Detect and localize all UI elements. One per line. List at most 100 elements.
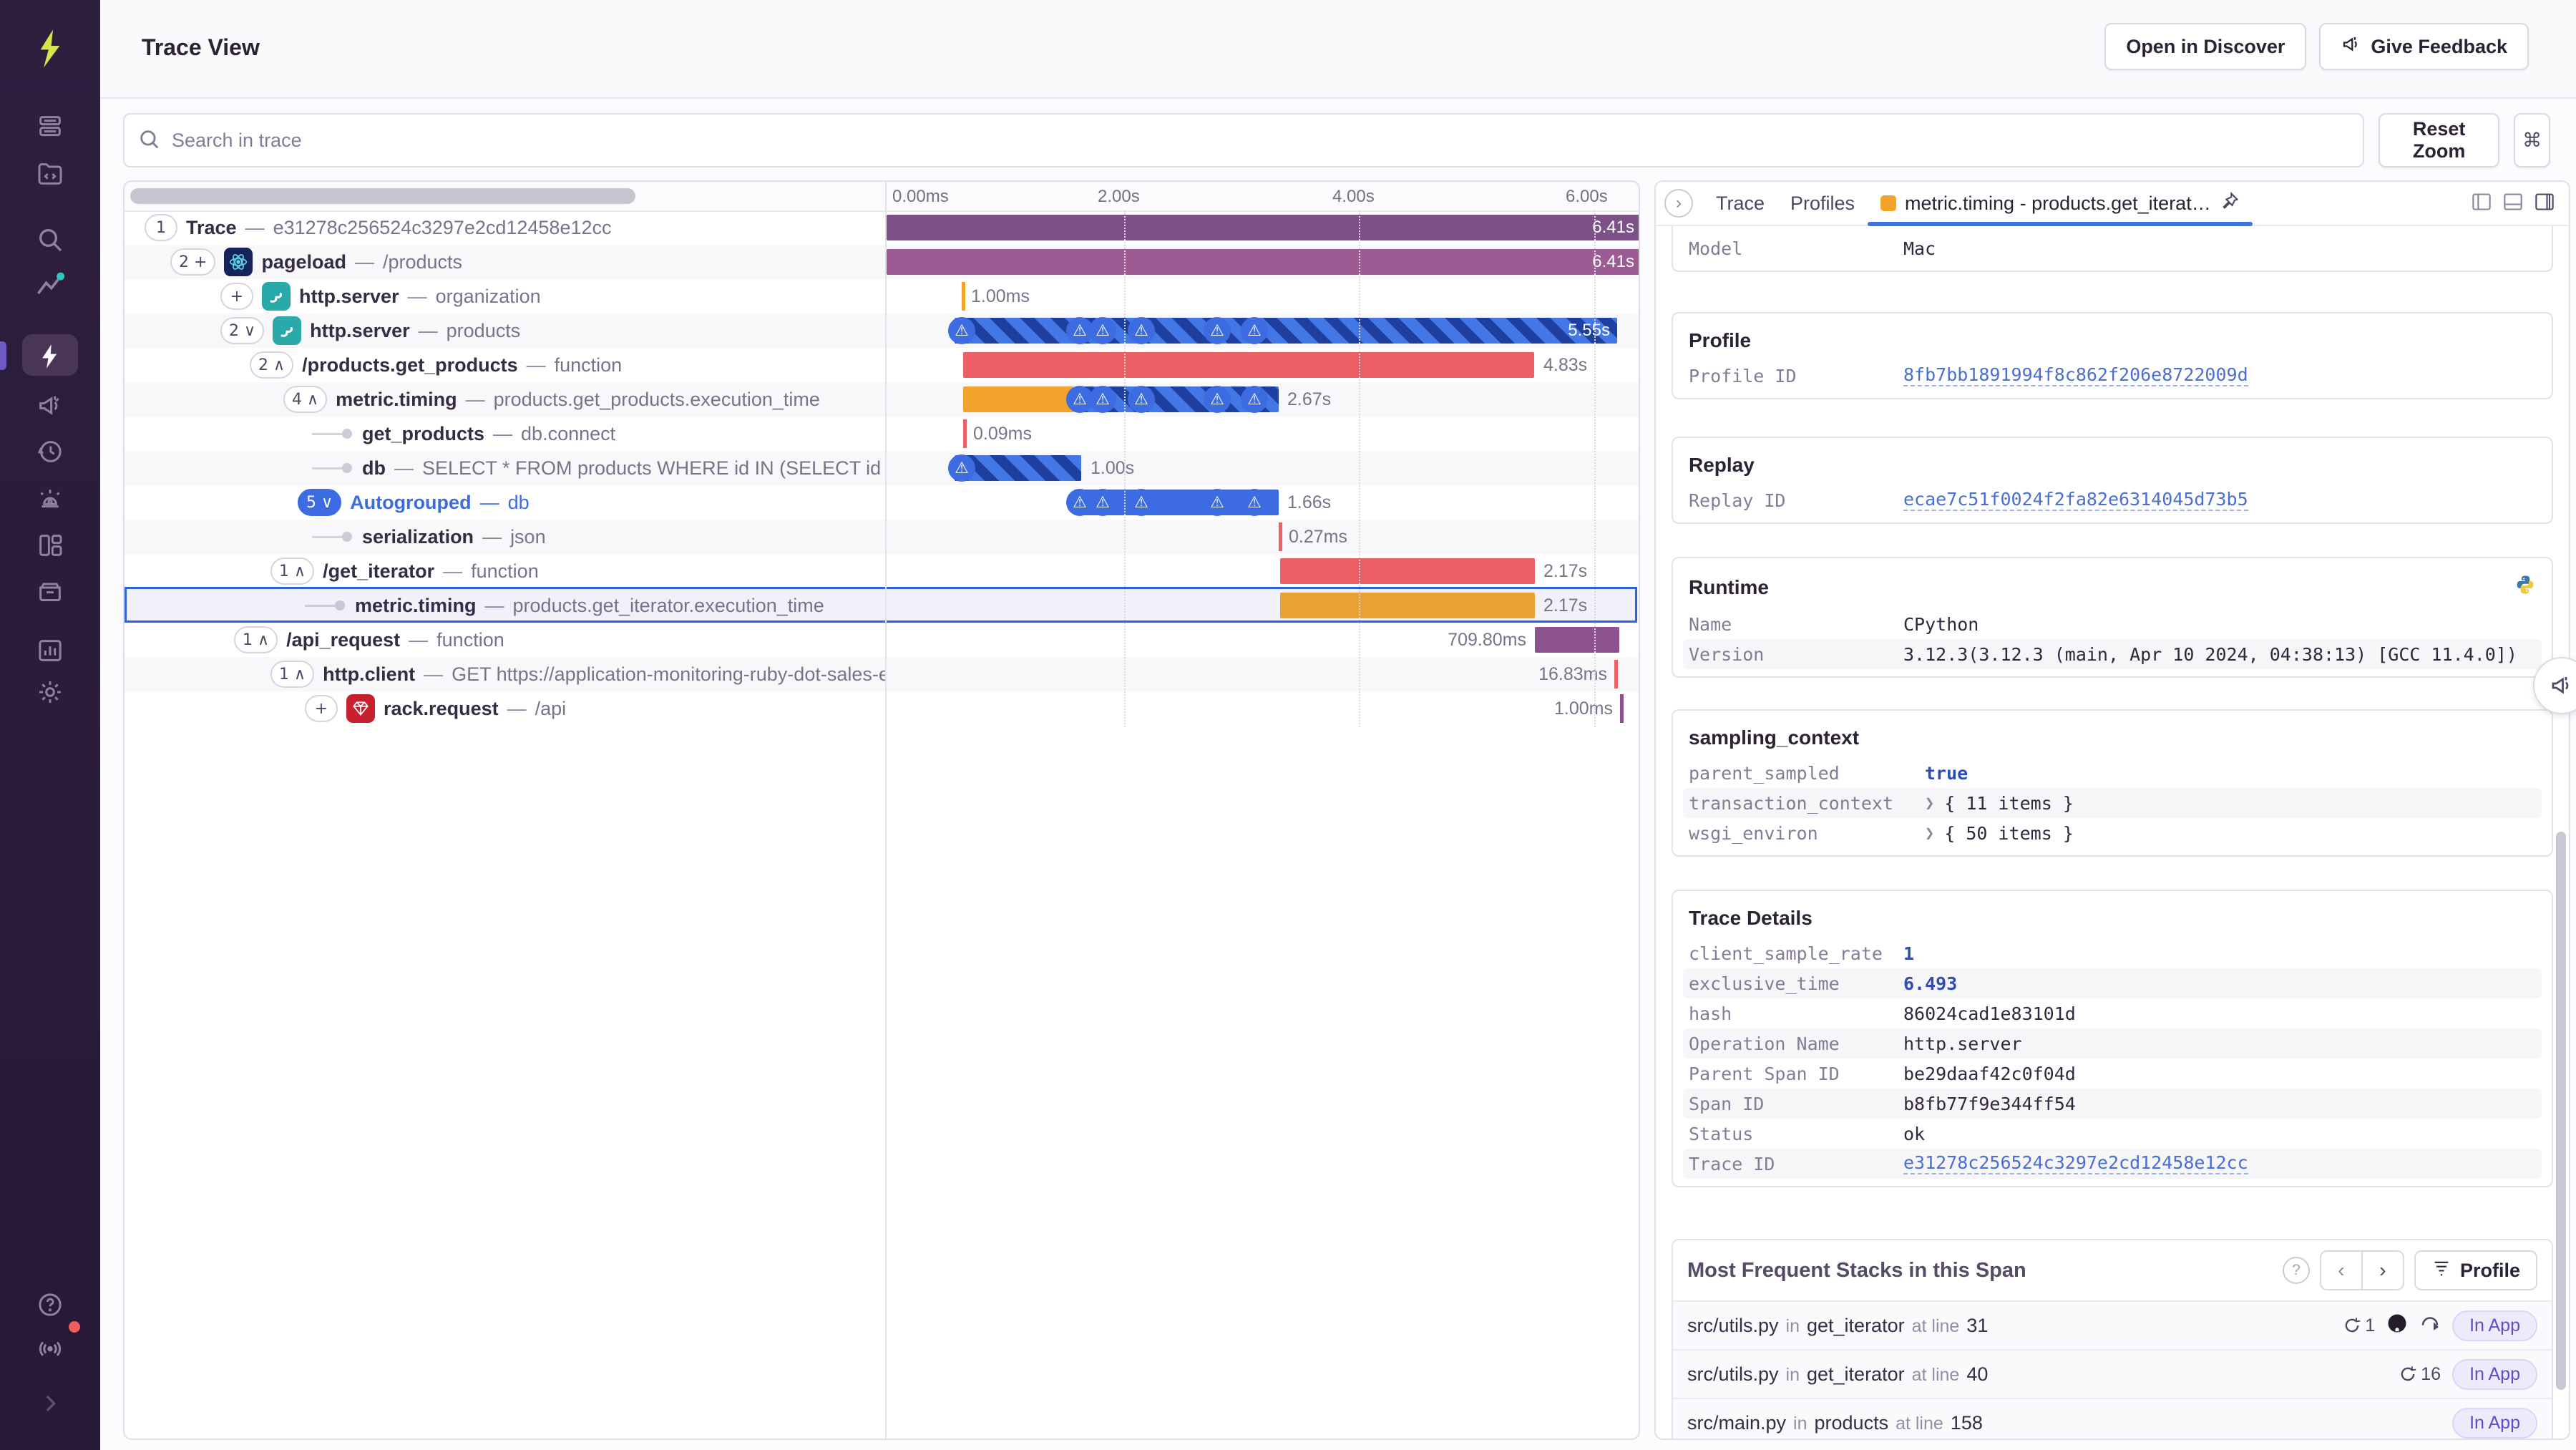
trace-id-link[interactable]: e31278c256524c3297e2cd12458e12cc <box>1903 1152 2248 1175</box>
span-row[interactable]: serialization — json 0.27ms <box>125 520 1639 554</box>
search-input[interactable] <box>123 113 2364 167</box>
expand-chip[interactable]: 2 ∨ <box>220 317 265 344</box>
open-in-discover-button[interactable]: Open in Discover <box>2104 23 2307 70</box>
prev-stack-button[interactable]: ‹ <box>2321 1252 2361 1289</box>
expandable-object[interactable]: ❯{ 11 items } <box>1925 792 2074 814</box>
warning-icon[interactable]: ⚠ <box>1128 386 1155 413</box>
help-icon[interactable]: ? <box>2282 1257 2310 1284</box>
expand-chip[interactable]: + <box>305 695 338 722</box>
span-tick[interactable] <box>962 282 965 311</box>
tab-profiles[interactable]: Profiles <box>1790 192 1855 214</box>
sidebar-item-dashboards[interactable] <box>0 523 100 568</box>
span-row[interactable]: + http.server — organization 1.00ms <box>125 279 1639 313</box>
expand-chip[interactable]: 1 ∧ <box>270 558 315 585</box>
span-bar[interactable] <box>963 386 1074 412</box>
span-row[interactable]: 2 ∧ /products.get_products — function 4.83… <box>125 348 1639 382</box>
expand-chip[interactable]: + <box>220 283 253 310</box>
in-app-badge[interactable]: In App <box>2452 1358 2537 1390</box>
span-tick[interactable] <box>1279 522 1282 551</box>
span-row-trace[interactable]: 1 Trace — e31278c256524c3297e2cd12458e12cc… <box>125 210 1639 245</box>
warning-icon[interactable]: ⚠ <box>1066 489 1093 516</box>
warning-icon[interactable]: ⚠ <box>1241 386 1268 413</box>
layout-left-icon[interactable] <box>2472 193 2492 215</box>
expand-chip[interactable]: 1 ∧ <box>234 626 278 653</box>
span-row-pageload[interactable]: 2 + pageload —/products 6.41s <box>125 245 1639 279</box>
next-stack-button[interactable]: › <box>2361 1252 2403 1289</box>
warning-icon[interactable]: ⚠ <box>1089 317 1116 344</box>
profile-id-link[interactable]: 8fb7bb1891994f8c862f206e8722009d <box>1903 364 2248 387</box>
sidebar-item-settings[interactable] <box>0 670 100 714</box>
span-bar[interactable] <box>1280 558 1535 584</box>
sidebar-item-session-history[interactable] <box>0 429 100 474</box>
floating-feedback-button[interactable] <box>2533 657 2576 714</box>
stack-frame-row[interactable]: src/utils.py in get_iterator at line 40 16 I… <box>1673 1349 2552 1398</box>
span-row[interactable]: 2 ∨ http.server — products 5.55s ⚠ ⚠ ⚠ ⚠ ⚠… <box>125 313 1639 348</box>
warning-icon[interactable]: ⚠ <box>1241 489 1268 516</box>
tab-pinned-span[interactable]: metric.timing - products.get_iterat… <box>1868 182 2253 226</box>
expand-chip[interactable]: 4 ∧ <box>283 386 328 413</box>
give-feedback-button[interactable]: Give Feedback <box>2319 23 2529 70</box>
span-row[interactable]: + rack.request —/api 1.00ms <box>125 691 1639 726</box>
replay-id-link[interactable]: ecae7c51f0024f2fa82e6314045d73b5 <box>1903 489 2248 512</box>
warning-icon[interactable]: ⚠ <box>1089 489 1116 516</box>
sentry-logo-icon[interactable] <box>19 17 82 80</box>
seer-icon[interactable] <box>2419 1313 2441 1339</box>
sidebar-item-projects[interactable] <box>0 152 100 196</box>
collapse-panel-icon[interactable]: › <box>1664 189 1693 218</box>
span-bar[interactable]: 6.41s <box>887 249 1639 275</box>
sidebar-item-archive[interactable] <box>0 569 100 613</box>
tree-horizontal-scrollbar[interactable] <box>130 188 635 204</box>
in-app-badge[interactable]: In App <box>2452 1407 2537 1439</box>
detail-scrollbar[interactable] <box>2556 832 2566 1390</box>
span-row-autogrouped[interactable]: 5 ∨ Autogrouped — db ⚠ ⚠ ⚠ ⚠ ⚠ 1.66s <box>125 485 1639 520</box>
pin-icon[interactable] <box>2220 191 2240 216</box>
warning-icon[interactable]: ⚠ <box>1241 317 1268 344</box>
sidebar-item-performance[interactable] <box>0 334 100 379</box>
span-row-selected[interactable]: metric.timing — products.get_iterator.exec… <box>125 588 1639 623</box>
row-chip[interactable]: 1 <box>145 214 177 241</box>
span-row[interactable]: get_products — db.connect 0.09ms <box>125 417 1639 451</box>
expand-chip[interactable]: 2 + <box>170 248 216 276</box>
whats-new-icon[interactable] <box>0 1321 100 1370</box>
span-row[interactable]: 1 ∧ /api_request — function 709.80ms <box>125 623 1639 657</box>
panel-divider[interactable] <box>885 182 887 1439</box>
open-profile-button[interactable]: Profile <box>2414 1250 2537 1290</box>
sidebar-item-stats[interactable] <box>0 628 100 673</box>
sidebar-item-feedback[interactable] <box>0 384 100 428</box>
warning-icon[interactable]: ⚠ <box>948 317 975 344</box>
detail-scroll-area[interactable]: Model Mac Profile Profile ID 8fb7bb1891994… <box>1656 226 2569 1439</box>
sidebar-item-explore[interactable] <box>0 218 100 262</box>
stack-frame-row[interactable]: src/utils.py in get_iterator at line 31 1 In… <box>1673 1300 2552 1349</box>
expand-chip[interactable]: 2 ∧ <box>250 351 294 379</box>
sidebar-item-insights[interactable] <box>0 263 100 308</box>
sidebar-collapse-icon[interactable] <box>0 1381 100 1426</box>
warning-icon[interactable]: ⚠ <box>1204 317 1231 344</box>
expand-chip[interactable]: 1 ∧ <box>270 661 315 688</box>
span-bar[interactable] <box>963 352 1534 378</box>
stack-frame-row[interactable]: src/main.py in products at line 158 In App <box>1673 1398 2552 1439</box>
warning-icon[interactable]: ⚠ <box>1128 317 1155 344</box>
warning-icon[interactable]: ⚠ <box>948 454 975 482</box>
sidebar-item-issues[interactable] <box>0 104 100 149</box>
span-bar[interactable] <box>955 455 1081 481</box>
shortcuts-button[interactable]: ⌘ <box>2514 113 2550 167</box>
sidebar-item-alerts[interactable] <box>0 476 100 520</box>
warning-icon[interactable]: ⚠ <box>1066 386 1093 413</box>
warning-icon[interactable]: ⚠ <box>1066 317 1093 344</box>
reset-zoom-button[interactable]: Reset Zoom <box>2379 113 2500 167</box>
warning-icon[interactable]: ⚠ <box>1128 489 1155 516</box>
span-bar[interactable]: 5.55s <box>955 318 1617 344</box>
layout-right-icon[interactable] <box>2534 193 2555 215</box>
span-tick[interactable] <box>963 419 967 448</box>
warning-icon[interactable]: ⚠ <box>1089 386 1116 413</box>
span-row[interactable]: db — SELECT * FROM products WHERE id IN (S… <box>125 451 1639 485</box>
help-icon[interactable] <box>0 1283 100 1327</box>
autogroup-chip[interactable]: 5 ∨ <box>298 489 342 516</box>
span-row[interactable]: 1 ∧ http.client — GET https://application-… <box>125 657 1639 691</box>
warning-icon[interactable]: ⚠ <box>1204 489 1231 516</box>
layout-bottom-icon[interactable] <box>2503 193 2523 215</box>
span-bar[interactable] <box>1280 593 1535 618</box>
warning-icon[interactable]: ⚠ <box>1204 386 1231 413</box>
span-bar[interactable]: 6.41s <box>887 215 1639 240</box>
span-tick[interactable] <box>1614 660 1618 688</box>
